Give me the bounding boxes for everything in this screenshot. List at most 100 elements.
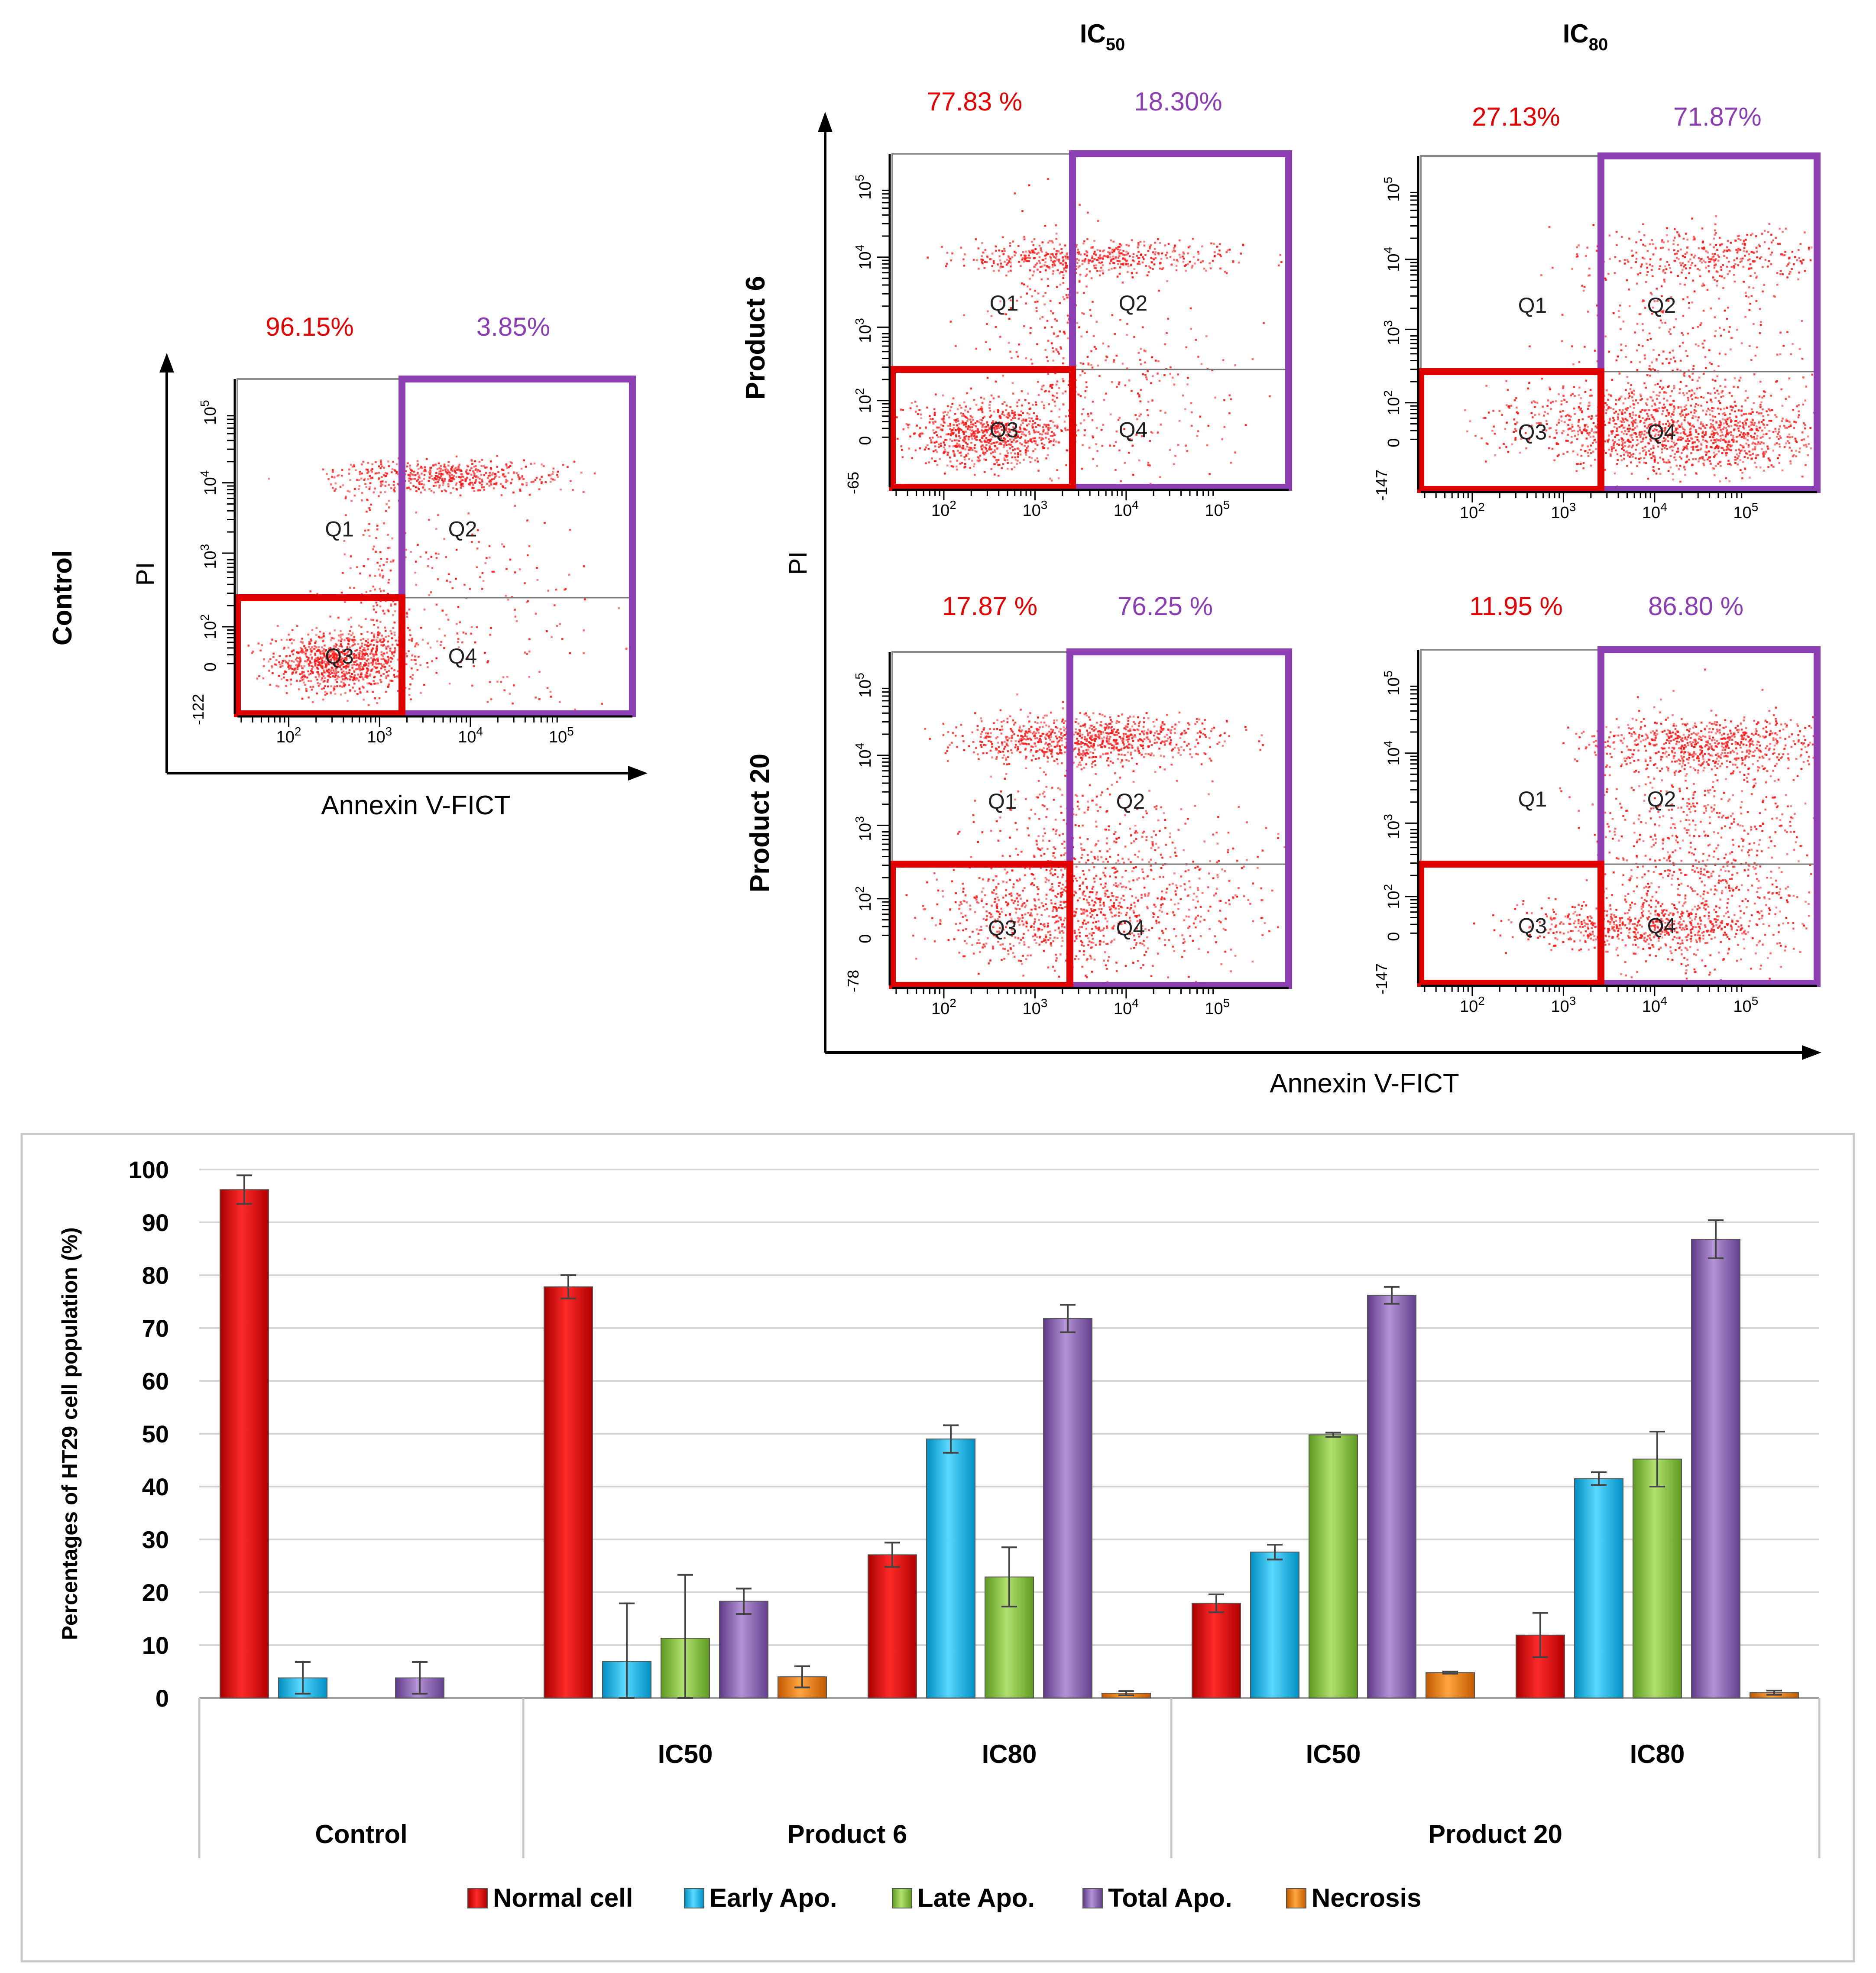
scatter-point xyxy=(541,463,543,466)
scatter-point xyxy=(1614,472,1616,475)
scatter-point xyxy=(1607,393,1610,396)
scatter-point xyxy=(1049,385,1051,388)
scatter-point xyxy=(344,684,347,686)
scatter-point xyxy=(1079,204,1081,206)
scatter-point xyxy=(1712,415,1714,418)
row-label-product-6: Product 6 xyxy=(741,276,771,400)
scatter-point xyxy=(970,447,972,450)
scatter-point xyxy=(1639,452,1641,454)
scatter-point xyxy=(1098,261,1100,264)
scatter-point xyxy=(1708,450,1710,453)
scatter-point xyxy=(389,657,392,659)
scatter-point xyxy=(1646,418,1648,420)
scatter-point xyxy=(998,415,1001,417)
scatter-point xyxy=(981,261,983,263)
scatter-point xyxy=(1047,241,1050,244)
scatter-point xyxy=(1053,248,1055,250)
scatter-point xyxy=(492,478,495,480)
scatter-point xyxy=(441,609,444,612)
scatter-point xyxy=(1730,425,1733,427)
scatter-point xyxy=(897,437,899,440)
scatter-point xyxy=(1671,403,1673,405)
scatter-point xyxy=(1714,439,1717,441)
scatter-point xyxy=(1743,424,1745,426)
scatter-point xyxy=(333,645,335,647)
scatter-point xyxy=(1636,444,1638,447)
scatter-point xyxy=(1763,455,1765,457)
scatter-point xyxy=(407,462,409,464)
scatter-point xyxy=(1709,419,1712,421)
scatter-point xyxy=(1680,436,1682,438)
scatter-point xyxy=(1643,461,1645,464)
scatter-point xyxy=(424,470,427,472)
scatter-point xyxy=(408,608,411,611)
scatter-point xyxy=(947,451,949,454)
scatter-point xyxy=(1000,426,1002,428)
scatter-point xyxy=(335,664,337,667)
scatter-point xyxy=(352,679,354,681)
scatter-point xyxy=(1092,401,1094,403)
scatter-point xyxy=(1002,374,1004,377)
scatter-point xyxy=(1152,257,1154,260)
scatter-point xyxy=(1052,273,1054,275)
scatter-point xyxy=(349,678,351,680)
scatter-point xyxy=(1125,253,1128,256)
scatter-point xyxy=(508,466,510,468)
scatter-point xyxy=(409,676,411,678)
scatter-point xyxy=(997,263,999,266)
scatter-point xyxy=(1765,433,1767,435)
scatter-point xyxy=(1091,419,1094,421)
scatter-point xyxy=(362,678,365,681)
scatter-point xyxy=(406,616,408,618)
scatter-point xyxy=(1620,420,1622,422)
scatter-point xyxy=(552,471,554,473)
scatter-point xyxy=(1632,423,1634,425)
scatter-point xyxy=(381,465,383,468)
scatter-point xyxy=(1659,421,1661,423)
scatter-point xyxy=(323,648,325,651)
scatter-point xyxy=(1117,256,1120,259)
scatter-point xyxy=(424,466,426,468)
scatter-point xyxy=(528,545,531,548)
scatter-point xyxy=(1147,401,1150,403)
scatter-point xyxy=(938,443,940,446)
scatter-point xyxy=(1565,415,1567,417)
scatter-point xyxy=(1021,259,1024,261)
scatter-point xyxy=(376,641,379,643)
scatter-point xyxy=(1014,192,1016,194)
scatter-point xyxy=(986,421,988,423)
scatter-point xyxy=(327,685,329,688)
scatter-point xyxy=(391,637,393,639)
scatter-point xyxy=(986,422,988,424)
scatter-point xyxy=(1683,375,1685,377)
scatter-point xyxy=(324,685,326,687)
scatter-point xyxy=(984,428,986,431)
scatter-point xyxy=(1623,421,1625,423)
scatter-point xyxy=(1007,452,1009,454)
scatter-point xyxy=(959,463,962,465)
scatter-point xyxy=(1076,244,1078,246)
scatter-point xyxy=(481,486,483,489)
scatter-point xyxy=(1747,457,1749,459)
scatter-point xyxy=(361,685,364,688)
scatter-point xyxy=(450,492,452,494)
scatter-point xyxy=(1650,448,1652,450)
scatter-point xyxy=(1111,251,1114,253)
scatter-point xyxy=(378,662,380,665)
scatter-point xyxy=(1646,427,1649,429)
scatter-point xyxy=(1566,450,1568,453)
scatter-point xyxy=(493,473,496,475)
scatter-point xyxy=(544,522,546,524)
scatter-point xyxy=(1571,436,1573,438)
scatter-point xyxy=(327,674,330,676)
scatter-point xyxy=(1689,422,1691,424)
scatter-point xyxy=(1580,431,1583,433)
scatter-point xyxy=(962,444,964,447)
scatter-point xyxy=(1678,436,1680,438)
scatter-point xyxy=(366,682,369,685)
scatter-point xyxy=(1150,431,1153,433)
scatter-point xyxy=(370,670,373,672)
scatter-point xyxy=(1731,395,1733,397)
scatter-point xyxy=(1624,398,1627,400)
scatter-point xyxy=(448,474,451,476)
